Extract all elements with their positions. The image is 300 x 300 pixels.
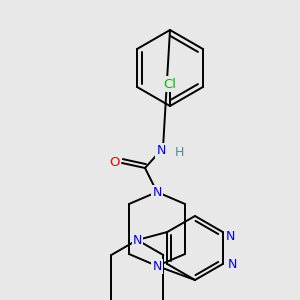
Text: N: N bbox=[156, 143, 166, 157]
Text: N: N bbox=[133, 233, 142, 247]
Text: N: N bbox=[228, 257, 237, 271]
Text: N: N bbox=[226, 230, 236, 244]
Text: N: N bbox=[152, 260, 162, 272]
Text: N: N bbox=[152, 185, 162, 199]
Text: O: O bbox=[109, 155, 119, 169]
Text: H: H bbox=[174, 146, 184, 160]
Text: Cl: Cl bbox=[164, 77, 176, 91]
